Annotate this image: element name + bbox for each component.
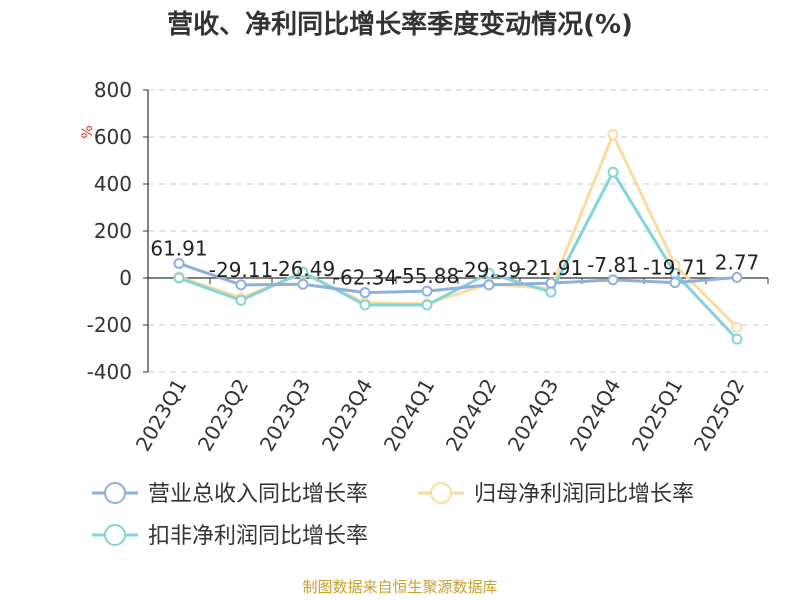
data-point	[731, 321, 743, 333]
data-point	[297, 266, 309, 278]
y-tick-label: -400	[87, 360, 132, 384]
y-tick-label: 200	[94, 219, 132, 243]
data-point	[607, 274, 619, 286]
legend-label: 扣非净利润同比增长率	[148, 524, 368, 549]
x-tick-label: 2024Q4	[565, 375, 625, 456]
legend-marker	[430, 482, 452, 504]
data-point	[359, 299, 371, 311]
data-point	[421, 299, 433, 311]
x-tick-label: 2025Q2	[689, 375, 749, 456]
data-point	[669, 277, 681, 289]
data-point	[483, 279, 495, 291]
series-line	[178, 262, 738, 295]
data-label: 2.77	[715, 250, 760, 274]
y-tick-label: 800	[94, 78, 132, 102]
data-point	[545, 286, 557, 298]
data-point	[731, 333, 743, 345]
x-tick-label: 2023Q1	[131, 375, 191, 456]
y-tick-label: 600	[94, 125, 132, 149]
data-label: -21.91	[519, 256, 583, 280]
data-point	[235, 294, 247, 306]
data-point	[297, 278, 309, 290]
y-tick-label: -200	[87, 313, 132, 337]
x-tick-label: 2023Q4	[317, 375, 377, 456]
x-tick-label: 2023Q2	[193, 375, 253, 456]
data-point	[607, 166, 619, 178]
data-point	[173, 257, 185, 269]
legend-label: 归母净利润同比增长率	[474, 482, 694, 507]
data-point	[483, 267, 495, 279]
legend-marker	[104, 482, 126, 504]
data-label: -7.81	[587, 253, 639, 277]
y-axis-label: %	[80, 125, 96, 138]
x-tick-label: 2024Q3	[503, 375, 563, 456]
x-tick-label: 2023Q3	[255, 375, 315, 456]
chart-title: 营收、净利同比增长率季度变动情况(%)	[167, 10, 633, 40]
x-tick-label: 2024Q2	[441, 375, 501, 456]
data-point	[173, 272, 185, 284]
x-tick-label: 2024Q1	[379, 375, 439, 456]
data-point	[607, 129, 619, 141]
data-label: -55.88	[395, 264, 459, 288]
legend-label: 营业总收入同比增长率	[148, 482, 368, 507]
x-tick-label: 2025Q1	[627, 375, 687, 456]
legend-marker	[104, 524, 126, 546]
data-point	[421, 285, 433, 297]
data-label: -29.39	[457, 258, 521, 282]
data-source-note: 制图数据来自恒生聚源数据库	[302, 578, 498, 596]
data-label: -26.49	[271, 257, 335, 281]
data-label: -62.34	[333, 266, 397, 290]
data-label: -29.11	[209, 258, 273, 282]
y-tick-label: 0	[119, 266, 132, 290]
data-point	[235, 279, 247, 291]
data-label: 61.91	[150, 236, 207, 260]
data-point	[359, 287, 371, 299]
data-point	[545, 277, 557, 289]
data-point	[731, 271, 743, 283]
data-label: -19.71	[643, 256, 707, 280]
y-tick-label: 400	[94, 172, 132, 196]
